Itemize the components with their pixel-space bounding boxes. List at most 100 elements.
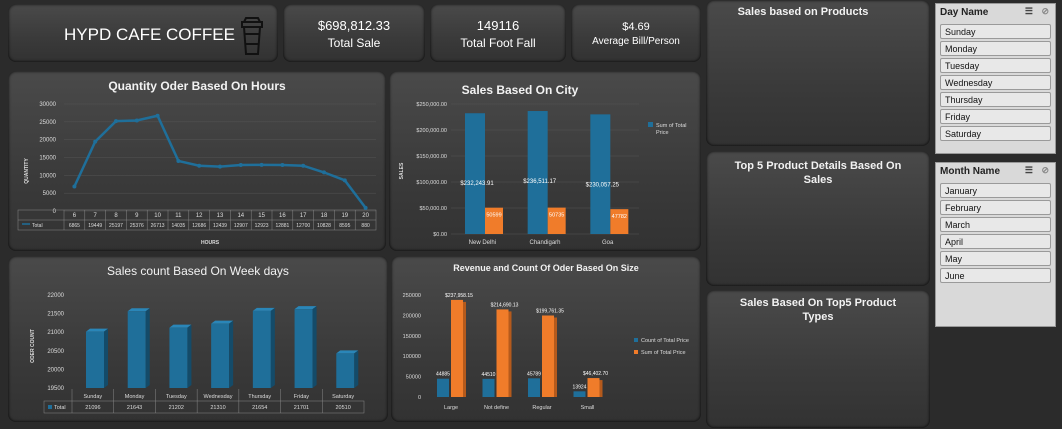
data-table-value: 21096 (85, 405, 100, 411)
data-table-value: 12881 (275, 223, 289, 229)
bar (211, 323, 230, 388)
day-slicer-item-friday[interactable]: Friday (940, 109, 1051, 124)
slicer-header: Month Name ☰ ⊘ (936, 163, 1055, 181)
y-tick-label: $50,000.00 (419, 206, 447, 212)
data-label: 13924 (573, 384, 587, 390)
data-point (176, 158, 181, 163)
month-slicer-item-june[interactable]: June (940, 268, 1051, 283)
y-tick-label: $0.00 (433, 232, 447, 238)
data-point (114, 119, 118, 124)
x-tick-label: 20 (362, 213, 369, 219)
clear-filter-icon[interactable]: ⊘ (1041, 165, 1049, 175)
day-slicer-item-tuesday[interactable]: Tuesday (940, 58, 1051, 73)
series-line (73, 114, 367, 209)
bar-count (528, 378, 540, 397)
data-table-value: 19449 (88, 223, 102, 229)
y-tick-label: 0 (418, 395, 421, 401)
y-tick-label: 250000 (403, 293, 421, 299)
kpi-avg-bill: $4.69 Average Bill/Person (571, 4, 701, 62)
x-tick-label: 17 (300, 213, 307, 219)
day-slicer-item-saturday[interactable]: Saturday (940, 126, 1051, 141)
bar-side (229, 320, 234, 388)
y-tick-label: $250,000.00 (416, 102, 447, 108)
month-slicer: Month Name ☰ ⊘ January February March April… (935, 162, 1056, 327)
month-slicer-item-may[interactable]: May (940, 251, 1051, 266)
y-tick-label: 20000 (39, 138, 56, 144)
data-point (259, 162, 264, 167)
y-tick-label: 200000 (403, 313, 421, 319)
y-axis-label: QUANTITY (24, 158, 30, 184)
x-tick-label: 10 (154, 213, 161, 219)
data-table-value: 10828 (317, 223, 331, 229)
data-table-value: 20510 (335, 405, 350, 411)
hours-chart-panel: Quantity Oder Based On Hours 0 5000 10000 1… (8, 71, 386, 251)
x-tick-label: 16 (279, 213, 286, 219)
chart-title: Revenue and Count Of Oder Based On Size (453, 263, 639, 273)
y-tick-label: 20000 (47, 367, 64, 373)
y-tick-label: 25000 (39, 120, 56, 126)
month-slicer-item-january[interactable]: January (940, 183, 1051, 198)
y-tick-label: 21000 (47, 330, 64, 336)
data-point (280, 163, 285, 168)
y-tick-label: 30000 (39, 102, 56, 108)
day-slicer-item-wednesday[interactable]: Wednesday (940, 75, 1051, 90)
month-slicer-item-april[interactable]: April (940, 234, 1051, 249)
day-slicer-item-thursday[interactable]: Thursday (940, 92, 1051, 107)
x-tick-label: Friday (294, 394, 310, 400)
bar-top (127, 308, 150, 312)
coffee-cup-icon (241, 17, 263, 55)
data-table-value: 25376 (130, 223, 144, 229)
data-point (197, 163, 202, 168)
data-table-value: 26713 (151, 223, 165, 229)
kpi-total-sale: $698,812.33 Total Sale (283, 4, 425, 62)
slicer-header: Day Name ☰ ⊘ (936, 4, 1055, 22)
data-label: $214,690.13 (491, 302, 519, 308)
data-table-value: 12700 (296, 223, 310, 229)
bar-side (508, 311, 512, 397)
data-table-value: 21643 (127, 405, 142, 411)
kpi-value: $698,812.33 (317, 18, 391, 33)
slicer-title: Month Name (940, 166, 1000, 177)
day-slicer-item-sunday[interactable]: Sunday (940, 24, 1051, 39)
data-point (301, 163, 306, 168)
data-label: 44885 (436, 372, 450, 378)
data-table-value: 21701 (294, 405, 309, 411)
data-label: $232,243.91 (460, 181, 494, 187)
day-slicer-item-monday[interactable]: Monday (940, 41, 1051, 56)
multi-select-icon[interactable]: ☰ (1024, 165, 1033, 175)
slicer-title: Day Name (940, 7, 989, 18)
top5-chart-panel: Top 5 Product Details Based On Sales $24… (706, 151, 930, 286)
bar-top (211, 320, 234, 324)
bar-side (599, 380, 603, 397)
bar-sum-total-price (527, 111, 548, 234)
data-point (134, 118, 139, 123)
day-slicer-items: Sunday Monday Tuesday Wednesday Thursday Frid… (936, 24, 1055, 141)
data-table-value: 25197 (109, 223, 123, 229)
data-table-value: 21654 (252, 405, 267, 411)
bar (169, 327, 188, 388)
clear-filter-icon[interactable]: ⊘ (1041, 6, 1049, 16)
data-label: $236,511.17 (523, 179, 557, 185)
kpi-label: Total Sale (327, 36, 381, 50)
month-slicer-item-march[interactable]: March (940, 217, 1051, 232)
products-pie-chart: $82,315.64$13,607.00$269,952.45$40,085.2… (706, 0, 930, 146)
legend-label: Price (656, 130, 669, 136)
x-tick-label: 19 (341, 213, 348, 219)
multi-select-icon[interactable]: ☰ (1024, 6, 1033, 16)
data-point (238, 162, 243, 167)
x-tick-label: Large (444, 405, 458, 411)
bar-sum (587, 378, 600, 397)
y-axis-label: SALES (399, 162, 405, 179)
legend-label: Total (54, 405, 66, 411)
top5-pie-chart: $24,591.50$33,639.25$29,125.10$26,325.35… (706, 151, 930, 286)
x-tick-label: Thursday (248, 394, 271, 400)
month-slicer-item-february[interactable]: February (940, 200, 1051, 215)
bar-sum (542, 315, 554, 397)
bar-sum (496, 309, 509, 397)
bar (252, 310, 271, 388)
bar-count (482, 378, 495, 397)
size-chart-panel: Revenue and Count Of Oder Based On Size … (391, 256, 701, 422)
chart-title: Quantity Oder Based On Hours (108, 79, 286, 93)
data-label: $237,958.15 (445, 293, 473, 299)
data-table-value: 12686 (192, 223, 206, 229)
